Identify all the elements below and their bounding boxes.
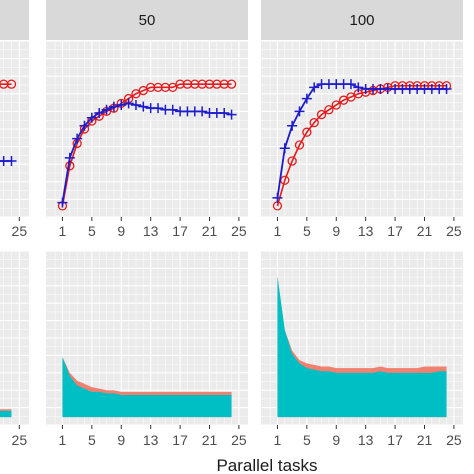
blue-series-point	[86, 112, 97, 123]
top-tick-label: 17	[387, 223, 403, 239]
blue-series-point	[101, 104, 112, 115]
red-series-point	[302, 127, 312, 137]
blue-series-point	[197, 106, 208, 117]
bottom-tick-label: 21	[417, 432, 433, 448]
blue-series-point	[226, 109, 237, 120]
top-tick-label: 9	[332, 223, 340, 239]
red-series-point	[331, 100, 341, 110]
blue-series-point	[116, 99, 127, 110]
blue-series-point	[123, 98, 134, 109]
top-tick-label: 13	[358, 223, 374, 239]
top-tick-label: 25	[446, 223, 462, 239]
bottom-tick-label: 13	[358, 432, 374, 448]
bottom-tick-label: 25	[446, 432, 462, 448]
top-tick-label: 5	[303, 223, 311, 239]
facet-strip-0	[0, 0, 29, 40]
blue-series-point	[138, 101, 149, 112]
blue-series-point	[79, 120, 90, 131]
top-tick-label: 1	[59, 223, 67, 239]
blue-series-point	[309, 82, 320, 93]
top-tick-label: 9	[117, 223, 125, 239]
bottom-tick-label: 25	[231, 432, 247, 448]
top-tick-label: 5	[88, 223, 96, 239]
blue-series-point	[294, 106, 305, 117]
blue-series-point	[272, 192, 283, 203]
bottom-grid-0	[0, 250, 29, 426]
blue-series-point	[167, 104, 178, 115]
blue-series-point	[219, 107, 230, 118]
facet-strip-1	[46, 0, 248, 40]
blue-series-point	[64, 152, 75, 163]
red-series-point	[294, 140, 305, 150]
top-series-2	[272, 79, 452, 211]
bottom-tick-label: 25	[12, 432, 28, 448]
top-tick-label: 21	[417, 223, 433, 239]
top-tick-label: 25	[231, 223, 247, 239]
facet-strip-2	[261, 0, 463, 40]
blue-series-point	[153, 103, 164, 114]
blue-series-point	[301, 93, 312, 104]
red-series-point	[226, 79, 237, 89]
blue-series-point	[57, 197, 68, 208]
top-tick-label: 1	[274, 223, 282, 239]
top-grid-1	[46, 40, 248, 218]
facet-label-1: 50	[139, 12, 156, 29]
bottom-tick-label: 13	[143, 432, 159, 448]
bottom-series-2	[277, 276, 447, 418]
blue-series-point	[345, 79, 356, 90]
blue-series-point	[94, 107, 105, 118]
bottom-series-1	[62, 357, 232, 418]
blue-series-point	[130, 99, 141, 110]
top-series-0	[0, 79, 17, 167]
panels-layer: 50 100 21 25 1 5 9 13 17 21 25 1 5 9 13 17 21 25 21 25 1 5 9 13…	[0, 0, 463, 448]
top-grid-0	[0, 40, 29, 218]
red-series-point	[324, 105, 334, 115]
blue-series-point	[279, 143, 290, 154]
top-tick-label: 17	[172, 223, 188, 239]
top-tick-label: 21	[202, 223, 218, 239]
red-series-point	[316, 109, 327, 120]
teal-area	[0, 410, 12, 418]
bottom-tick-label: 5	[303, 432, 311, 448]
bottom-tick-label: 9	[117, 432, 125, 448]
bottom-tick-label: 1	[274, 432, 282, 448]
facet-label-2: 100	[349, 12, 374, 29]
blue-series-point	[108, 101, 119, 112]
x-axis-title: Parallel tasks	[216, 456, 317, 474]
red-series-point	[287, 156, 297, 166]
blue-series-point	[72, 133, 83, 144]
teal-area	[62, 357, 232, 418]
top-series-1	[57, 79, 237, 211]
bottom-tick-label: 9	[332, 432, 340, 448]
blue-series-point	[441, 83, 452, 94]
red-series-point	[309, 117, 319, 128]
blue-series-point	[353, 82, 364, 93]
top-tick-label: 25	[12, 223, 28, 239]
red-series-point	[6, 79, 17, 89]
bottom-series-0	[0, 409, 12, 418]
blue-series-point	[6, 156, 17, 167]
bottom-tick-label: 17	[172, 432, 188, 448]
blue-series-point	[287, 120, 298, 131]
bottom-tick-label: 17	[387, 432, 403, 448]
bottom-tick-label: 21	[202, 432, 218, 448]
bottom-tick-label: 1	[59, 432, 67, 448]
bottom-tick-label: 5	[88, 432, 96, 448]
teal-area	[277, 276, 447, 418]
top-tick-label: 13	[143, 223, 159, 239]
